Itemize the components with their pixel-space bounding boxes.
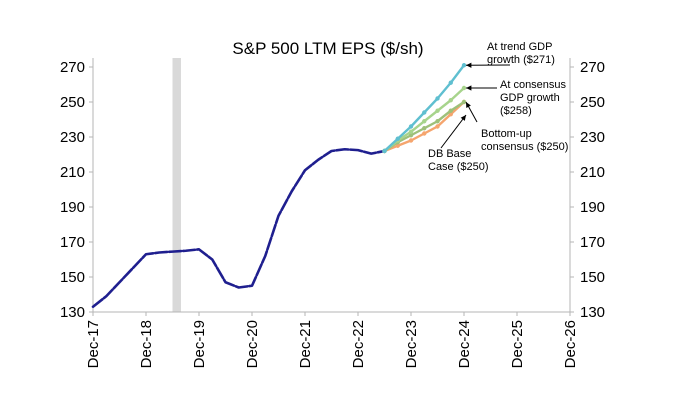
scenario-point	[422, 110, 427, 115]
scenario-point	[408, 138, 414, 143]
y-tick-label-left: 150	[60, 269, 85, 286]
scenario-annotation: At trend GDP growth ($271)	[487, 41, 555, 66]
annotation-arrowhead	[460, 115, 466, 121]
y-tick-label-left: 230	[60, 129, 85, 146]
y-tick-label-right: 250	[580, 94, 605, 111]
annotation-arrow	[440, 114, 467, 149]
scenario-point	[382, 148, 387, 154]
annotation-line: GDP growth	[500, 92, 560, 104]
y-tick-label-left: 130	[60, 304, 85, 321]
scenario-point	[435, 108, 440, 113]
annotation-arrowhead	[466, 85, 472, 91]
scenario-point	[422, 126, 427, 131]
y-tick-label-right: 190	[580, 199, 605, 216]
scenario-point	[435, 124, 440, 129]
y-tick-label-left: 270	[60, 59, 85, 76]
x-tick-label: Dec-22	[350, 320, 367, 368]
y-tick-label-right: 230	[580, 129, 605, 146]
annotation-line: Bottom-up	[481, 128, 532, 140]
annotation-line: consensus ($250)	[481, 141, 568, 153]
scenario-annotation: Bottom-up consensus ($250)	[481, 128, 568, 153]
x-tick-label: Dec-24	[456, 320, 473, 368]
scenario-point	[408, 129, 414, 134]
x-tick-label: Dec-17	[85, 320, 102, 368]
recession-band	[172, 58, 181, 312]
x-tick-label: Dec-21	[297, 320, 314, 368]
x-tick-label: Dec-20	[244, 320, 261, 368]
scenario-point	[461, 85, 467, 91]
annotation-arrowhead	[466, 102, 471, 108]
annotation-arrowhead	[466, 62, 472, 68]
scenario-point	[408, 124, 414, 129]
y-tick-label-left: 170	[60, 234, 85, 251]
y-tick-label-right: 130	[580, 304, 605, 321]
scenario-point	[448, 108, 453, 113]
y-tick-label-right: 150	[580, 269, 605, 286]
y-tick-label-left: 250	[60, 94, 85, 111]
annotation-line: DB Base	[428, 148, 471, 160]
x-tick-label: Dec-23	[403, 320, 420, 368]
scenario-point	[435, 96, 440, 101]
historical-eps-line	[91, 147, 386, 309]
x-tick-label: Dec-26	[562, 320, 579, 368]
annotation-line: At trend GDP	[487, 41, 552, 53]
annotation-line: growth ($271)	[487, 54, 555, 66]
annotation-line: Case ($250)	[428, 161, 489, 173]
scenario-point	[461, 99, 467, 105]
scenario-point	[461, 63, 467, 68]
scenario-point	[395, 136, 400, 141]
scenario-point	[448, 80, 453, 85]
scenario-annotation: DB Base Case ($250)	[428, 148, 489, 173]
y-tick-label-right: 210	[580, 164, 605, 181]
annotation-line: At consensus	[500, 79, 567, 91]
y-tick-label-right: 170	[580, 234, 605, 251]
scenario-point	[422, 119, 427, 124]
scenario-point	[395, 143, 400, 148]
chart-title: S&P 500 LTM EPS ($/sh)	[232, 39, 423, 58]
y-tick-label-left: 190	[60, 199, 85, 216]
scenario-point	[448, 98, 453, 103]
y-tick-label-left: 210	[60, 164, 85, 181]
x-tick-label: Dec-19	[191, 320, 208, 368]
y-tick-label-right: 270	[580, 59, 605, 76]
x-tick-label: Dec-18	[138, 320, 155, 368]
scenario-point	[408, 133, 414, 138]
scenario-point	[422, 131, 427, 136]
annotation-line: ($258)	[500, 105, 532, 117]
x-tick-label: Dec-25	[509, 320, 526, 368]
scenario-annotation: At consensus GDP growth ($258)	[500, 79, 567, 117]
scenario-point	[435, 119, 440, 124]
